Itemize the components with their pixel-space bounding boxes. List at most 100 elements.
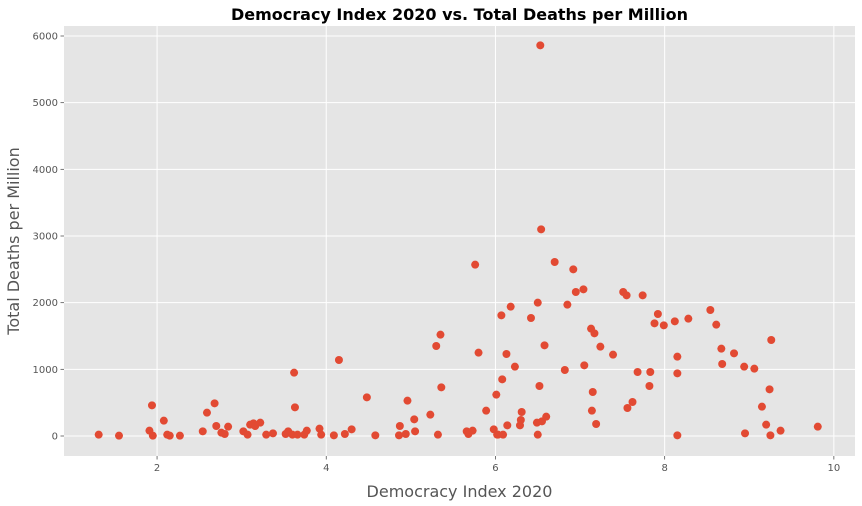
data-point — [436, 330, 445, 339]
data-point — [757, 402, 766, 411]
data-point — [609, 350, 618, 359]
data-point — [645, 382, 654, 390]
axis-ticks: 2 4 6 8 10 0 1000 2000 3000 4000 5000 6000 — [33, 32, 841, 475]
data-point — [510, 362, 519, 371]
data-point — [673, 352, 682, 361]
y-tick-label: 4000 — [33, 165, 58, 176]
data-point — [653, 310, 662, 318]
y-tick-label: 1000 — [33, 365, 58, 376]
y-tick-label: 6000 — [33, 32, 58, 43]
data-point — [347, 425, 356, 434]
data-point — [718, 360, 727, 368]
data-point — [670, 317, 679, 326]
data-point — [482, 406, 491, 415]
data-point — [633, 368, 642, 376]
data-point — [766, 431, 775, 440]
data-point — [433, 430, 442, 439]
y-tick-label: 2000 — [33, 298, 58, 309]
data-point — [571, 288, 580, 296]
data-point — [623, 404, 632, 412]
data-point — [813, 422, 822, 431]
data-point — [673, 369, 682, 378]
data-point — [533, 430, 542, 439]
data-point — [706, 306, 715, 314]
data-point — [317, 430, 326, 439]
data-point — [290, 403, 299, 412]
data-point — [499, 430, 508, 439]
data-point — [362, 393, 371, 402]
data-point — [224, 422, 233, 431]
data-point — [175, 431, 184, 440]
data-point — [628, 398, 637, 406]
data-point — [212, 422, 221, 430]
data-point — [762, 420, 771, 429]
data-point — [340, 430, 349, 438]
data-point — [403, 396, 412, 405]
data-point — [503, 421, 512, 430]
data-point — [765, 385, 774, 394]
data-point — [516, 416, 525, 424]
data-point — [268, 429, 277, 438]
data-point — [730, 349, 739, 358]
plot-area — [64, 26, 855, 456]
data-point — [542, 412, 551, 421]
data-point — [471, 260, 480, 269]
data-point — [371, 431, 380, 440]
data-point — [502, 350, 511, 358]
x-axis-label: Democracy Index 2020 — [367, 482, 553, 501]
data-point — [673, 431, 682, 440]
data-point — [590, 329, 599, 338]
data-point — [498, 375, 507, 384]
data-point — [262, 430, 271, 439]
data-point — [712, 320, 721, 329]
y-axis-label: Total Deaths per Million — [4, 147, 23, 335]
data-point — [410, 415, 419, 424]
x-tick-label: 6 — [492, 463, 498, 474]
data-point — [329, 431, 338, 440]
data-point — [468, 426, 477, 435]
x-tick-label: 2 — [154, 463, 160, 474]
data-point — [741, 429, 750, 438]
data-point — [717, 344, 726, 353]
data-point — [592, 420, 601, 428]
data-point — [526, 314, 535, 322]
data-point — [293, 430, 302, 439]
data-point — [560, 366, 569, 374]
data-point — [588, 388, 597, 396]
x-tick-label: 10 — [827, 463, 840, 474]
data-point — [492, 390, 501, 399]
data-point — [563, 300, 572, 309]
data-point — [540, 341, 549, 350]
data-point — [432, 342, 441, 350]
data-point — [622, 291, 631, 300]
data-point — [535, 382, 544, 390]
data-point — [533, 298, 542, 307]
data-point — [243, 430, 252, 439]
x-tick-label: 8 — [661, 463, 667, 474]
data-point — [147, 401, 156, 410]
data-point — [315, 424, 324, 433]
data-point — [437, 383, 446, 392]
data-point — [750, 364, 759, 373]
data-point — [740, 362, 749, 371]
x-tick-label: 4 — [323, 463, 329, 474]
y-tick-label: 3000 — [33, 232, 58, 243]
data-point — [569, 265, 578, 274]
data-point — [198, 427, 207, 436]
data-point — [220, 430, 229, 438]
data-point — [767, 336, 776, 344]
data-point — [497, 311, 506, 320]
data-point — [550, 258, 559, 266]
data-point — [638, 291, 647, 300]
data-points — [94, 41, 822, 440]
data-point — [659, 321, 668, 330]
data-point — [646, 368, 655, 376]
data-point — [517, 408, 526, 416]
data-point — [334, 356, 343, 364]
data-point — [290, 368, 299, 377]
y-tick-label: 0 — [52, 432, 58, 443]
data-point — [94, 430, 103, 439]
data-point — [114, 431, 123, 440]
data-point — [148, 431, 157, 440]
data-point — [684, 314, 693, 323]
